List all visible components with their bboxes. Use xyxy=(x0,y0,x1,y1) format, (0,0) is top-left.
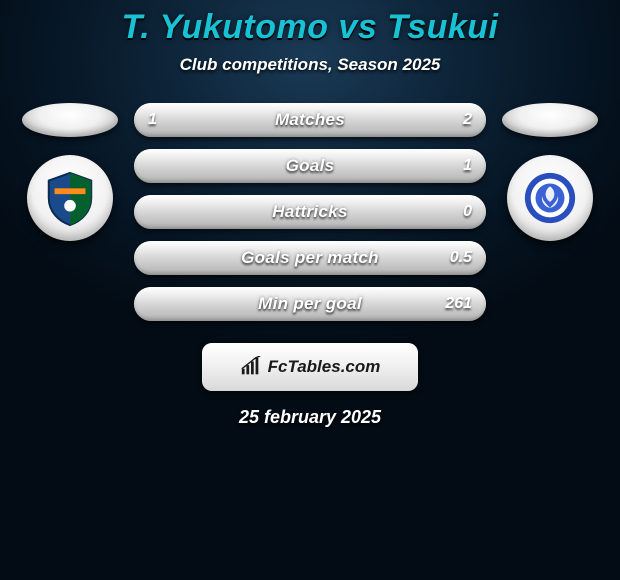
crest-icon xyxy=(521,169,579,227)
stat-label: Matches xyxy=(275,110,345,130)
stat-right-value: 0.5 xyxy=(450,249,472,267)
stat-row-gpm: Goals per match 0.5 xyxy=(134,241,486,275)
left-team-badge xyxy=(27,155,113,241)
right-team-badge xyxy=(507,155,593,241)
stat-right-value: 2 xyxy=(463,111,472,129)
stat-row-hattricks: Hattricks 0 xyxy=(134,195,486,229)
shield-icon xyxy=(41,169,99,227)
right-team-col xyxy=(500,103,600,241)
right-player-oval xyxy=(502,103,598,137)
comparison-title: T. Yukutomo vs Tsukui xyxy=(0,8,620,47)
subtitle: Club competitions, Season 2025 xyxy=(0,55,620,75)
stat-label: Min per goal xyxy=(258,294,362,314)
left-team-col xyxy=(20,103,120,241)
stat-left-value: 1 xyxy=(148,111,157,129)
source-badge[interactable]: FcTables.com xyxy=(202,343,418,391)
source-text: FcTables.com xyxy=(268,357,381,377)
stat-right-value: 0 xyxy=(463,203,472,221)
stat-right-value: 261 xyxy=(445,295,472,313)
stat-right-value: 1 xyxy=(463,157,472,175)
date-text: 25 february 2025 xyxy=(0,407,620,428)
left-player-oval xyxy=(22,103,118,137)
main-row: 1 Matches 2 Goals 1 Hattricks 0 Goals pe… xyxy=(0,103,620,321)
card: T. Yukutomo vs Tsukui Club competitions,… xyxy=(0,0,620,428)
stats-bars: 1 Matches 2 Goals 1 Hattricks 0 Goals pe… xyxy=(134,103,486,321)
stat-row-matches: 1 Matches 2 xyxy=(134,103,486,137)
stat-row-mpg: Min per goal 261 xyxy=(134,287,486,321)
stat-row-goals: Goals 1 xyxy=(134,149,486,183)
chart-icon xyxy=(240,356,262,378)
stat-label: Hattricks xyxy=(272,202,347,222)
stat-label: Goals per match xyxy=(241,248,379,268)
stat-label: Goals xyxy=(286,156,335,176)
